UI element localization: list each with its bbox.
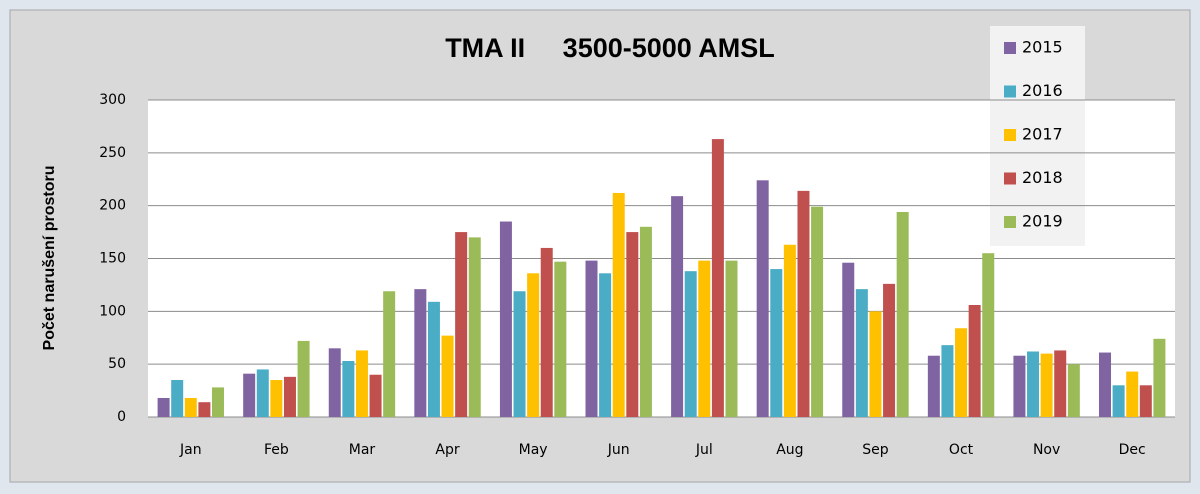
y-tick-label: 300 [99, 92, 126, 108]
bar [1040, 353, 1053, 417]
y-tick-label: 100 [99, 303, 126, 319]
bar [527, 273, 540, 417]
bar [270, 380, 283, 417]
bar [1027, 351, 1040, 417]
x-tick-label: Oct [949, 442, 974, 458]
bar [171, 380, 184, 417]
legend-label: 2018 [1022, 168, 1063, 187]
legend-swatch [1004, 129, 1016, 141]
y-tick-label: 200 [99, 198, 126, 214]
bar [342, 360, 355, 417]
bar [455, 232, 468, 417]
legend-label: 2017 [1022, 125, 1063, 144]
bar [684, 271, 697, 417]
bar [811, 206, 824, 417]
x-tick-label: Apr [435, 442, 459, 458]
bar [626, 232, 639, 417]
bar [198, 402, 211, 417]
y-tick-label: 250 [99, 145, 126, 161]
y-tick-label: 150 [99, 251, 126, 267]
bar [283, 376, 296, 417]
bar [369, 374, 382, 417]
bar [256, 369, 269, 417]
bar [540, 247, 553, 417]
y-tick-label: 50 [108, 356, 126, 372]
bar [297, 340, 310, 417]
legend-swatch [1004, 85, 1016, 98]
bar [883, 283, 896, 417]
bar [427, 301, 440, 417]
legend-label: 2016 [1022, 81, 1063, 100]
bar [243, 373, 256, 417]
bar [711, 139, 724, 417]
bar [968, 304, 981, 417]
bar [328, 348, 341, 417]
x-tick-label: Dec [1119, 442, 1146, 458]
bar [725, 260, 738, 417]
bar [797, 190, 810, 417]
bar [639, 226, 652, 417]
bar [955, 328, 968, 417]
legend-label: 2015 [1022, 38, 1063, 57]
bar [927, 355, 940, 417]
x-tick-label: Jan [179, 442, 202, 458]
bar [855, 289, 868, 417]
bar [383, 291, 396, 417]
bar [211, 387, 224, 417]
legend-swatch [1004, 42, 1016, 54]
bar [612, 192, 625, 417]
x-tick-label: Sep [862, 442, 889, 458]
bar [842, 262, 855, 417]
bar [1054, 350, 1067, 417]
legend-swatch [1004, 172, 1016, 185]
bar [499, 221, 512, 417]
x-tick-label: Nov [1033, 442, 1060, 458]
x-tick-label: Feb [264, 442, 289, 458]
bar [513, 291, 526, 417]
bar [468, 237, 481, 417]
bar [698, 260, 711, 417]
bar [599, 273, 612, 417]
bar [982, 253, 995, 417]
bar [941, 345, 954, 417]
bar [783, 244, 796, 417]
bar [585, 260, 598, 417]
bar [184, 397, 197, 417]
bar [1139, 385, 1152, 417]
legend-swatch [1004, 216, 1016, 228]
y-tick-label: 0 [117, 409, 126, 425]
bar [355, 350, 368, 417]
bar [1099, 352, 1112, 417]
chart-title: TMA II 3500-5000 AMSL [445, 33, 775, 63]
y-axis-label: Počet narušení prostoru [41, 166, 58, 351]
bar [1013, 355, 1026, 417]
bar [896, 212, 909, 417]
x-tick-label: Jul [695, 442, 713, 458]
bar [671, 196, 684, 417]
bar [756, 180, 769, 417]
bar [1067, 364, 1080, 417]
bar [554, 261, 567, 417]
bar [770, 269, 783, 417]
bar [157, 397, 170, 417]
x-tick-label: Jun [607, 442, 630, 458]
x-tick-label: Mar [349, 442, 376, 458]
bar [441, 335, 454, 417]
bar [1153, 338, 1166, 417]
legend-label: 2019 [1022, 212, 1063, 231]
bar [1126, 371, 1139, 417]
bar [414, 289, 427, 417]
bar [1112, 385, 1125, 417]
bar [869, 311, 882, 417]
x-tick-label: Aug [776, 442, 803, 458]
x-tick-label: May [519, 442, 548, 458]
